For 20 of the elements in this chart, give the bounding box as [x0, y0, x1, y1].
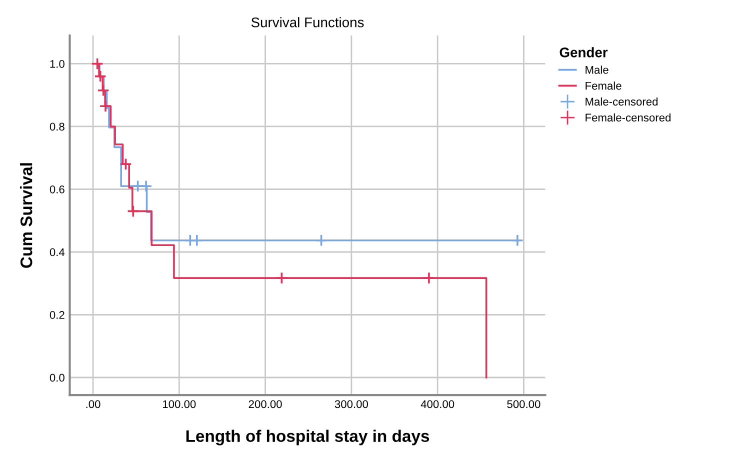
x-tick-label: 300.00: [334, 400, 368, 408]
x-tick-label: 100.00: [163, 400, 196, 408]
x-tick-label: 400.00: [420, 400, 454, 408]
legend-title: Gender: [560, 47, 608, 58]
x-axis-title: Length of hospital stay in days: [186, 430, 430, 446]
y-tick-label: 0.4: [50, 248, 65, 256]
y-tick-label: 0.0: [50, 374, 64, 382]
y-tick-label: 0.8: [50, 122, 64, 131]
legend-label: Female-censored: [586, 113, 670, 122]
chart-title: Survival Functions: [251, 17, 364, 28]
legend-label: Male-censored: [586, 97, 658, 106]
y-tick-label: 0.6: [50, 186, 64, 194]
legend-label: Male: [586, 66, 608, 74]
y-axis-title: Cum Survival: [20, 163, 32, 268]
x-tick-label: 500.00: [507, 400, 540, 408]
legend-label: Female: [586, 82, 622, 90]
y-tick-label: 0.2: [50, 311, 64, 319]
x-tick-label: 200.00: [248, 400, 282, 408]
y-tick-label: 1.0: [50, 60, 64, 68]
x-tick-label: .00: [86, 400, 100, 408]
